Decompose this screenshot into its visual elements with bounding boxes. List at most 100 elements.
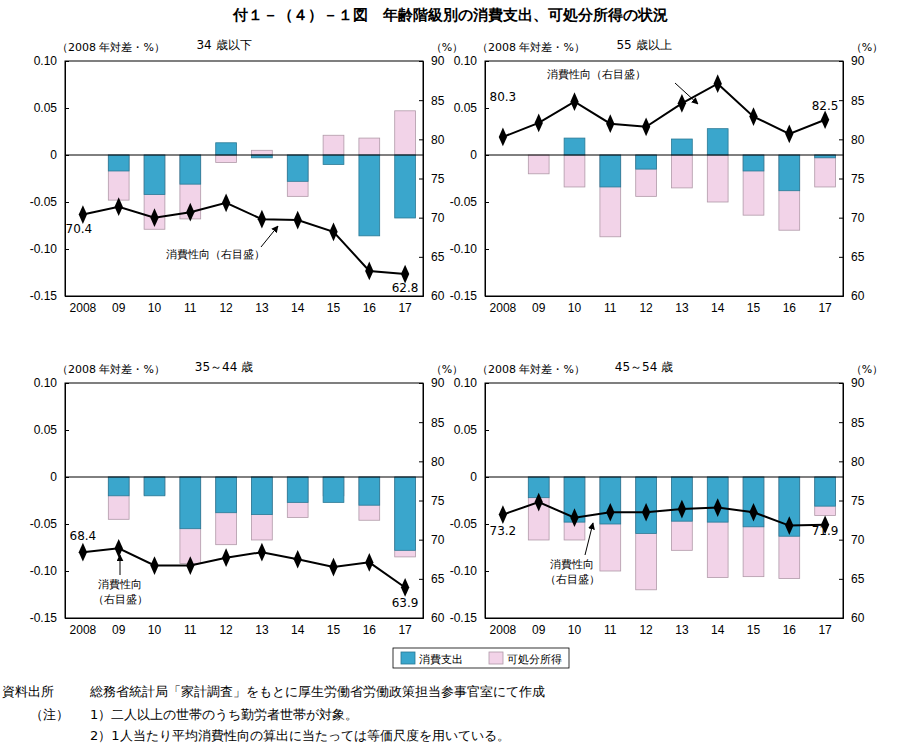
tick-mark [65, 524, 69, 525]
plot-frame [485, 61, 843, 296]
tick-mark [839, 461, 843, 462]
figure-title: 付１－（４）－１図 年齢階級別の消費支出、可処分所得の状況 [232, 6, 668, 24]
tick-mark [419, 139, 423, 140]
marker [329, 558, 337, 577]
bar [395, 111, 416, 155]
axis-line [66, 62, 70, 297]
tick: 10 [568, 296, 582, 315]
tick-label: 2008 [490, 301, 517, 315]
tick-label: 2008 [70, 301, 97, 315]
tick: -0.05 [450, 517, 489, 531]
zero-line [65, 477, 423, 478]
tick: 2008 [70, 618, 97, 637]
axis-line [486, 618, 844, 619]
bar [779, 155, 800, 230]
tick-mark [419, 257, 423, 258]
tick-label: 65 [851, 250, 865, 264]
tick-mark [485, 524, 489, 525]
tick-mark [419, 540, 423, 541]
tick-label: 09 [532, 301, 546, 315]
tick: -0.15 [30, 289, 69, 303]
tick: 2008 [490, 618, 517, 637]
tick: 14 [711, 618, 725, 637]
bar [216, 143, 237, 155]
marker [749, 503, 757, 522]
tick-mark [485, 249, 489, 250]
tick-label: 11 [604, 301, 617, 315]
tick-label: -0.05 [450, 517, 478, 531]
tick: 85 [839, 94, 865, 108]
marker [115, 197, 123, 216]
annotation: 消費性向（右目盛） [166, 248, 265, 261]
bar [779, 477, 800, 579]
legend-swatch [401, 652, 415, 664]
tick-label: 65 [851, 572, 865, 586]
bar [743, 477, 764, 527]
note: 2）1人当たり平均消費性向の算出に当たっては等価尺度を用いている。 [90, 728, 510, 743]
marker [606, 114, 614, 133]
tick: 65 [839, 572, 865, 586]
tick: 0.05 [454, 423, 489, 437]
tick-label: 0 [50, 148, 57, 162]
tick-label: 17 [398, 623, 412, 637]
tick: 17 [818, 618, 832, 637]
bar [395, 155, 416, 218]
bar-series [528, 477, 835, 536]
tick-label: 80 [431, 455, 445, 469]
tick-label: 11 [184, 301, 197, 315]
bar [707, 155, 728, 202]
tick: 16 [363, 296, 377, 315]
y2-axis: 90858075706560 [839, 376, 865, 625]
tick: 0.05 [34, 101, 69, 115]
tick-label: 14 [291, 623, 305, 637]
tick-label: 12 [219, 301, 233, 315]
marker [401, 578, 409, 597]
tick-label: 12 [639, 301, 653, 315]
legend-item: 消費支出 [401, 652, 463, 666]
tick-label: -0.15 [450, 289, 478, 303]
tick-mark [65, 61, 69, 62]
tick-label: 0 [470, 148, 477, 162]
tick: 11 [604, 618, 617, 637]
bar [359, 138, 380, 155]
tick-mark [839, 422, 843, 423]
tick: 15 [327, 618, 341, 637]
tick: 70 [839, 211, 865, 225]
annotation: 消費性向（右目盛） [545, 558, 600, 586]
tick: 90 [839, 376, 865, 390]
tick-mark [485, 430, 489, 431]
panel: 68.463.90.100.050-0.05-0.10-0.1590858075… [30, 360, 464, 637]
plot-frame [65, 61, 423, 296]
marker [570, 92, 578, 111]
x-axis: 2008091011121314151617 [486, 618, 844, 637]
tick: 80 [419, 133, 445, 147]
marker [642, 117, 650, 136]
tick-mark [419, 61, 423, 62]
tick: 85 [839, 416, 865, 430]
bar [815, 477, 836, 506]
marker [79, 543, 87, 562]
data-label: 68.4 [70, 529, 97, 543]
marker [150, 208, 158, 227]
tick: -0.10 [450, 242, 489, 256]
tick: 0 [470, 470, 489, 484]
marker [714, 74, 722, 93]
tick: 11 [604, 296, 617, 315]
tick-label: -0.15 [450, 611, 478, 625]
tick-label: -0.10 [450, 242, 478, 256]
annotation-arrow [120, 555, 121, 575]
tick-mark [419, 501, 423, 502]
tick-mark [485, 571, 489, 572]
tick: 65 [839, 250, 865, 264]
tick-label: 0.10 [34, 376, 58, 390]
tick: -0.10 [450, 564, 489, 578]
tick-mark [839, 579, 843, 580]
tick-mark [839, 383, 843, 384]
tick-mark [485, 108, 489, 109]
marker [678, 500, 686, 519]
tick-label: 85 [851, 94, 865, 108]
bar [359, 477, 380, 520]
bar [216, 155, 237, 163]
bar [359, 477, 380, 505]
axis-line [486, 62, 490, 297]
